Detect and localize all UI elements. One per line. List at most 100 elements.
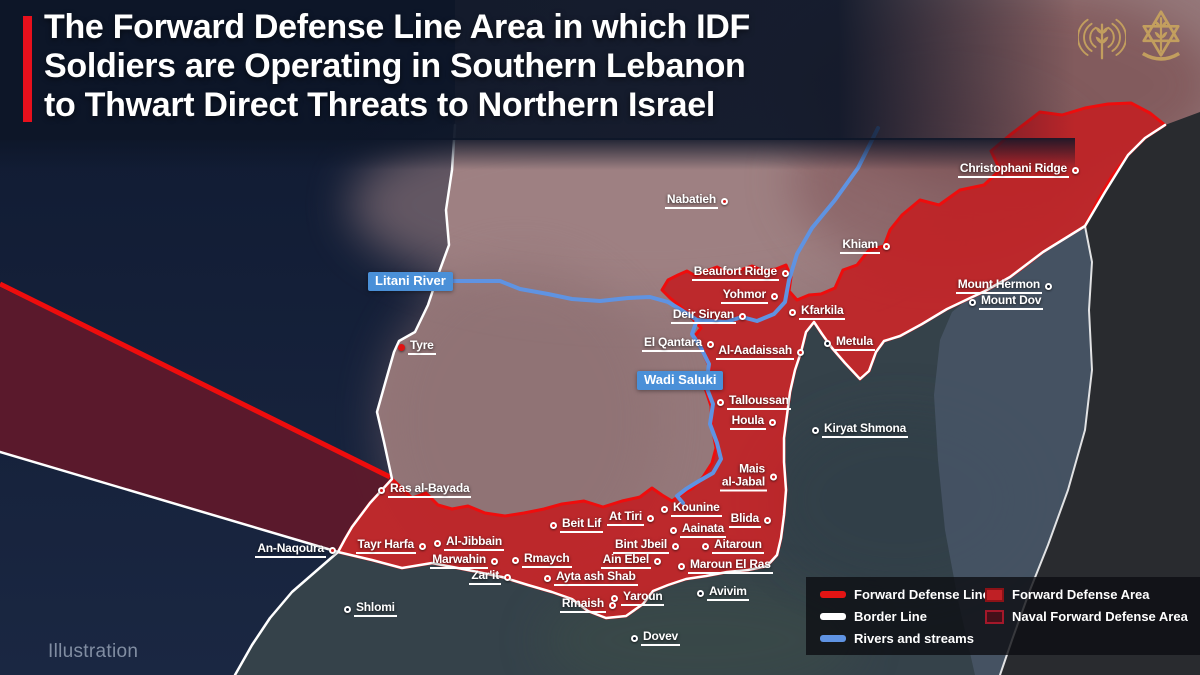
place-marker-dot (344, 605, 351, 613)
place-mount-dov: Mount Dov (969, 294, 1044, 310)
legend-line-column: Forward Defense Line Border Line Rivers an… (820, 587, 990, 655)
place-label: Beaufort Ridge (691, 265, 779, 281)
place-label: Maroun El Ras (688, 558, 773, 574)
place-label: Tayr Harfa (355, 538, 416, 554)
place-christophani-ridge: Christophani Ridge (957, 162, 1079, 178)
place-deir-siryan: Deir Siryan (670, 308, 746, 324)
place-label: Tyre (408, 339, 436, 355)
place-label: Kfarkila (799, 304, 846, 320)
place-label: Avivim (707, 585, 749, 601)
hermon-terrain (934, 226, 1092, 675)
place-tayr-harfa: Tayr Harfa (355, 538, 426, 554)
place-marker-dot (770, 473, 777, 481)
place-marker-dot (491, 557, 498, 565)
place-marker-dot (812, 426, 819, 434)
place-an-naqoura: An-Naqoura (255, 542, 336, 558)
place-label: Mais al-Jabal (719, 462, 767, 492)
place-marker-dot (544, 574, 551, 582)
legend-item-naval-forward-defense-area: Naval Forward Defense Area (985, 609, 1188, 624)
place-bint-jbeil: Bint Jbeil (612, 538, 679, 554)
place-label: Shlomi (354, 601, 397, 617)
place-kfarkila: Kfarkila (789, 304, 846, 320)
place-label: Bint Jbeil (612, 538, 669, 554)
page-title: The Forward Defense Line Area in which I… (44, 8, 994, 125)
place-al-jibbain: Al-Jibbain (434, 535, 505, 551)
place-label: At Tiri (606, 510, 644, 526)
place-label: Aitaroun (712, 538, 764, 554)
legend-item-label: Border Line (854, 609, 927, 624)
place-label: Dovev (641, 630, 681, 646)
place-yaroun: Yaroun (611, 590, 665, 606)
place-marker-dot (824, 339, 831, 347)
place-marker-dot (611, 594, 618, 602)
place-el-qantara: El Qantara (641, 336, 714, 352)
legend-item-label: Forward Defense Area (1012, 587, 1150, 602)
place-marker-dot (670, 526, 677, 534)
title-line-1: The Forward Defense Line Area in which I… (44, 8, 750, 46)
place-marker-dot (550, 521, 557, 529)
place-marker-dot (661, 505, 668, 513)
place-dovev: Dovev (631, 630, 681, 646)
place-label: Rmaych (522, 552, 572, 568)
legend-area-swatch (985, 587, 1004, 602)
illustration-note: Illustration (48, 641, 139, 662)
place-label: Kiryat Shmona (822, 422, 909, 438)
place-label: Kounine (671, 501, 722, 517)
logo-group (1076, 8, 1190, 75)
place-marker-dot (654, 557, 661, 565)
place-label: Yohmor (720, 288, 768, 304)
place-ras-al-bayada: Ras al-Bayada (378, 482, 472, 498)
place-marker-dot (702, 542, 709, 550)
place-metula: Metula (824, 335, 875, 351)
place-kiryat-shmona: Kiryat Shmona (812, 422, 909, 438)
river-label-wadi-saluki: Wadi Saluki (637, 371, 724, 390)
place-zar-it: Zar'it (469, 569, 511, 585)
place-ayta-ash-shab: Ayta ash Shab (544, 570, 638, 586)
place-marker-dot (672, 542, 679, 550)
place-marker-dot (1045, 282, 1052, 290)
place-label: Zar'it (469, 569, 501, 585)
place-marker-dot (697, 589, 704, 597)
place-marker-dot (1072, 166, 1079, 174)
legend-item-forward-defense-line: Forward Defense Line (820, 587, 990, 602)
place-label: Al-Aadaissah (716, 344, 794, 360)
place-label: Nabatieh (664, 193, 718, 209)
place-maroun-el-ras: Maroun El Ras (678, 558, 773, 574)
legend-area-swatch (985, 609, 1004, 624)
place-ain-ebel: Ain Ebel (600, 553, 661, 569)
place-marker-dot (512, 556, 519, 564)
place-marker-dot (764, 516, 771, 524)
place-al-aadaissah: Al-Aadaissah (716, 344, 804, 360)
place-label: Deir Siryan (670, 308, 736, 324)
place-rmaish: Rmaish (559, 597, 616, 613)
place-label: El Qantara (641, 336, 704, 352)
place-marwahin: Marwahin (430, 553, 498, 569)
syria-terrain (1000, 112, 1200, 675)
place-marker-dot (717, 398, 724, 406)
place-label: Marwahin (430, 553, 488, 569)
place-tyre: Tyre (398, 339, 436, 355)
place-aitaroun: Aitaroun (702, 538, 764, 554)
place-marker-dot (398, 343, 405, 351)
legend-item-label: Forward Defense Line (854, 587, 990, 602)
place-houla: Houla (729, 414, 776, 430)
title-line-3: to Thwart Direct Threats to Northern Isr… (44, 86, 716, 124)
place-shlomi: Shlomi (344, 601, 397, 617)
place-marker-dot (434, 539, 441, 547)
place-label: Mount Dov (979, 294, 1044, 310)
legend-item-forward-defense-area: Forward Defense Area (985, 587, 1188, 602)
border-lines (0, 123, 1167, 675)
place-marker-dot (419, 542, 426, 550)
place-marker-dot (771, 292, 778, 300)
place-label: Khiam (840, 238, 880, 254)
place-label: Blida (728, 512, 761, 528)
legend-line-swatch (820, 635, 846, 642)
place-marker-dot (769, 418, 776, 426)
legend-item-label: Naval Forward Defense Area (1012, 609, 1188, 624)
place-label: Metula (834, 335, 875, 351)
legend-line-swatch (820, 613, 846, 620)
place-marker-dot (969, 298, 976, 306)
place-marker-dot (707, 340, 714, 348)
